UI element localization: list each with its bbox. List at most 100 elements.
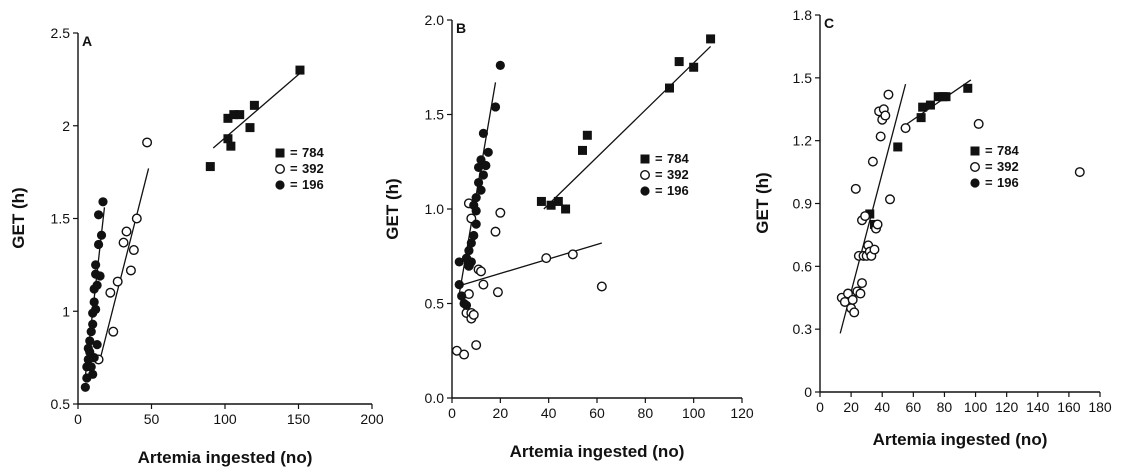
- data-point-392: [471, 340, 482, 351]
- data-point-392: [541, 253, 552, 264]
- data-point-196: [93, 239, 104, 250]
- y-tick-label: 1.5: [425, 107, 445, 123]
- x-tick-label: 180: [1088, 399, 1112, 415]
- panel-a: 0 50 100 150 200 0.5 1 1.5 2 2.5 A Artemia ingested…: [9, 25, 384, 467]
- x-tick-label: 20: [493, 405, 509, 421]
- legend-equals: =: [655, 167, 663, 182]
- panel-b: 0 20 40 60 80 100 120 0.0 0.5 1.0 1.5 2.0 B Artemia i…: [383, 12, 754, 461]
- data-point-196: [93, 210, 104, 220]
- data-point-392: [476, 266, 487, 277]
- data-point-784: [205, 162, 215, 172]
- data-point-392: [121, 226, 132, 237]
- legend-equals: =: [985, 143, 993, 158]
- data-point-392: [118, 237, 129, 248]
- data-point-196: [85, 336, 95, 346]
- x-tick-label: 20: [843, 399, 859, 415]
- data-point-392: [125, 265, 136, 276]
- x-tick-label: 140: [1026, 399, 1050, 415]
- x-axis-label: Artemia ingested (no): [138, 448, 313, 467]
- data-point-196: [483, 147, 493, 157]
- data-point-784: [223, 113, 233, 123]
- data-point-196: [98, 197, 108, 207]
- data-point-784: [295, 65, 305, 75]
- legend-marker-784: [970, 146, 980, 156]
- data-point-392: [142, 137, 153, 148]
- data-point-784: [689, 62, 699, 72]
- legend-marker-392: [275, 163, 286, 174]
- data-point-196: [471, 193, 481, 203]
- legend-marker-784: [640, 154, 650, 164]
- data-point-196: [469, 230, 479, 241]
- legend-equals: =: [985, 175, 993, 190]
- data-point-392: [867, 156, 878, 167]
- y-tick-label: 1.5: [51, 211, 71, 227]
- fit-line-784: [900, 79, 972, 129]
- legend-marker-392: [640, 169, 651, 180]
- data-point-196: [471, 206, 481, 216]
- data-point-784: [582, 130, 592, 140]
- y-tick-label: 1.0: [425, 201, 445, 217]
- data-point-392: [855, 288, 866, 299]
- data-point-196: [89, 297, 99, 307]
- y-tick-label: 1.2: [793, 133, 813, 149]
- data-point-392: [880, 110, 891, 121]
- legend-label: 392: [997, 159, 1019, 174]
- data-point-196: [471, 219, 481, 229]
- data-point-784: [561, 204, 571, 214]
- data-point-392: [875, 131, 886, 142]
- fit-line-392: [456, 242, 603, 288]
- data-point-784: [546, 200, 556, 210]
- y-tick-label: 1.5: [793, 70, 813, 86]
- data-point-196: [476, 185, 486, 195]
- data-point-196: [457, 291, 467, 301]
- data-point-196: [91, 304, 101, 314]
- data-point-196: [96, 230, 107, 240]
- y-tick-label: 0.5: [51, 396, 71, 412]
- y-tick-label: 2: [62, 118, 70, 134]
- legend-label: 196: [997, 175, 1019, 190]
- x-axis-label: Artemia ingested (no): [873, 430, 1048, 449]
- data-point-784: [249, 100, 259, 110]
- legend-equals: =: [290, 161, 298, 176]
- data-point-392: [131, 213, 142, 224]
- data-point-392: [850, 183, 861, 194]
- legend-equals: =: [290, 177, 298, 192]
- legend-label: 784: [302, 145, 324, 160]
- data-point-196: [478, 170, 489, 180]
- x-tick-label: 150: [287, 411, 311, 427]
- data-point-392: [108, 326, 119, 337]
- legend-equals: =: [655, 183, 663, 198]
- data-point-392: [1074, 167, 1085, 178]
- data-point-392: [490, 226, 501, 237]
- y-tick-label: 2.0: [425, 12, 445, 28]
- legend-marker-196: [275, 180, 285, 190]
- x-tick-label: 160: [1057, 399, 1081, 415]
- legend-marker-196: [970, 178, 980, 188]
- data-point-392: [492, 287, 503, 298]
- y-axis-label: GET (h): [9, 187, 28, 248]
- y-tick-label: 0: [804, 384, 812, 400]
- x-tick-label: 80: [937, 399, 953, 415]
- x-tick-label: 40: [541, 405, 557, 421]
- legend-marker-784: [275, 148, 285, 158]
- data-point-392: [596, 281, 607, 292]
- data-point-196: [92, 280, 102, 290]
- data-point-392: [567, 249, 578, 260]
- data-point-784: [553, 196, 563, 206]
- legend-label: 392: [667, 167, 689, 182]
- data-point-196: [466, 238, 476, 248]
- data-point-196: [91, 260, 101, 270]
- data-point-196: [89, 353, 99, 363]
- y-axis-label: GET (h): [753, 172, 772, 233]
- data-point-784: [925, 100, 935, 110]
- data-point-784: [665, 83, 674, 93]
- y-axis-label: GET (h): [383, 178, 402, 239]
- data-point-392: [860, 211, 871, 222]
- legend-equals: =: [290, 145, 298, 160]
- x-tick-label: 100: [213, 411, 237, 427]
- data-point-196: [461, 300, 472, 310]
- x-tick-label: 0: [816, 399, 824, 415]
- data-point-196: [86, 327, 96, 337]
- data-point-392: [869, 244, 880, 255]
